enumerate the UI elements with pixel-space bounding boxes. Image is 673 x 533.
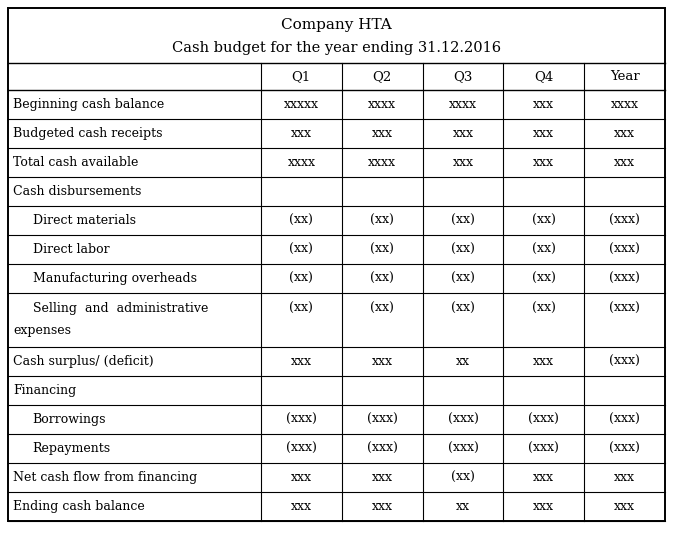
Text: Q3: Q3 [454,70,472,83]
Text: (xx): (xx) [451,471,475,484]
Text: (xx): (xx) [289,214,314,227]
Text: (xx): (xx) [451,243,475,256]
Text: Direct materials: Direct materials [33,214,136,227]
Text: (xxx): (xxx) [448,442,479,455]
Text: xx: xx [456,355,470,368]
Text: (xxx): (xxx) [609,413,640,426]
Text: xxxx: xxxx [449,98,477,111]
Text: Net cash flow from financing: Net cash flow from financing [13,471,197,484]
Text: Cash budget for the year ending 31.12.2016: Cash budget for the year ending 31.12.20… [172,41,501,54]
Text: xxx: xxx [533,127,555,140]
Text: xxx: xxx [533,156,555,169]
Text: xxxx: xxxx [287,156,316,169]
Text: xxx: xxx [614,500,635,513]
Text: Beginning cash balance: Beginning cash balance [13,98,164,111]
Text: Manufacturing overheads: Manufacturing overheads [33,272,197,285]
Text: xxx: xxx [291,355,312,368]
Text: (xx): (xx) [532,214,556,227]
Text: Year: Year [610,70,639,83]
Text: (xxx): (xxx) [367,442,398,455]
Text: xxx: xxx [614,156,635,169]
Text: (xx): (xx) [532,302,556,314]
Text: (xx): (xx) [451,214,475,227]
Text: Q4: Q4 [534,70,553,83]
Text: (xx): (xx) [289,302,314,314]
Text: Total cash available: Total cash available [13,156,139,169]
Text: Q2: Q2 [373,70,392,83]
Text: xxx: xxx [452,156,474,169]
Text: Cash disbursements: Cash disbursements [13,185,141,198]
Text: xxx: xxx [614,471,635,484]
Text: xxx: xxx [291,127,312,140]
Text: xxxx: xxxx [610,98,639,111]
Text: (xxx): (xxx) [609,272,640,285]
Text: xxxxx: xxxxx [284,98,319,111]
Text: (xx): (xx) [289,243,314,256]
Text: (xxx): (xxx) [367,413,398,426]
Text: xxx: xxx [614,127,635,140]
Text: (xxx): (xxx) [528,442,559,455]
Text: (xxx): (xxx) [609,442,640,455]
Text: xxx: xxx [371,127,392,140]
Text: Budgeted cash receipts: Budgeted cash receipts [13,127,162,140]
Text: (xx): (xx) [370,214,394,227]
Text: xxxx: xxxx [368,156,396,169]
Text: (xx): (xx) [370,243,394,256]
Text: Cash surplus/ (deficit): Cash surplus/ (deficit) [13,355,153,368]
Text: xx: xx [456,500,470,513]
Text: (xx): (xx) [370,302,394,314]
Text: xxx: xxx [291,471,312,484]
Text: xxx: xxx [533,98,555,111]
Text: Repayments: Repayments [33,442,111,455]
Text: (xxx): (xxx) [286,442,317,455]
Text: Ending cash balance: Ending cash balance [13,500,145,513]
Text: Financing: Financing [13,384,76,397]
Text: xxx: xxx [533,500,555,513]
Text: xxx: xxx [533,355,555,368]
Text: (xxx): (xxx) [609,355,640,368]
Text: xxx: xxx [291,500,312,513]
Text: (xxx): (xxx) [528,413,559,426]
Text: Selling  and  administrative: Selling and administrative [33,302,208,314]
Text: xxx: xxx [371,355,392,368]
Text: (xx): (xx) [370,272,394,285]
Text: Company HTA: Company HTA [281,18,392,31]
Text: xxxx: xxxx [368,98,396,111]
Text: (xxx): (xxx) [448,413,479,426]
Text: expenses: expenses [13,324,71,337]
Text: Direct labor: Direct labor [33,243,109,256]
Text: (xx): (xx) [532,243,556,256]
Text: (xxx): (xxx) [609,302,640,314]
Text: Borrowings: Borrowings [33,413,106,426]
Text: xxx: xxx [371,500,392,513]
Text: (xxx): (xxx) [609,214,640,227]
Text: (xx): (xx) [532,272,556,285]
Text: (xx): (xx) [289,272,314,285]
Text: (xxx): (xxx) [609,243,640,256]
Text: xxx: xxx [452,127,474,140]
Text: (xx): (xx) [451,272,475,285]
Text: xxx: xxx [371,471,392,484]
Text: xxx: xxx [533,471,555,484]
Text: (xx): (xx) [451,302,475,314]
Text: Q1: Q1 [291,70,311,83]
Text: (xxx): (xxx) [286,413,317,426]
